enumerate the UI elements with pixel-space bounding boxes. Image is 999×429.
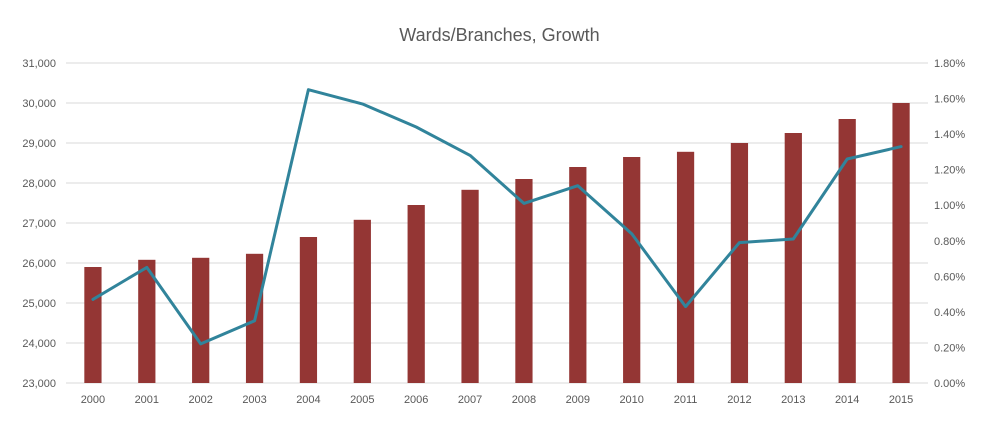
x-tick-label: 2014: [835, 394, 859, 406]
y-right-tick-label: 1.00%: [934, 200, 965, 212]
bar: [892, 103, 910, 383]
y-left-tick-label: 26,000: [22, 258, 56, 270]
bar: [515, 179, 533, 383]
bar: [676, 151, 695, 383]
y-left-tick-label: 24,000: [22, 338, 56, 350]
y-left-tick-label: 29,000: [22, 138, 56, 150]
x-tick-label: 2007: [458, 394, 482, 406]
x-tick-label: 2012: [727, 394, 751, 406]
y-left-tick-label: 30,000: [22, 98, 56, 110]
y-left-tick-label: 31,000: [22, 58, 56, 70]
x-tick-label: 2001: [135, 394, 159, 406]
x-tick-label: 2008: [512, 394, 536, 406]
x-tick-label: 2010: [619, 394, 643, 406]
y-left-tick-label: 27,000: [22, 218, 56, 230]
bar: [784, 133, 802, 383]
y-right-tick-label: 0.00%: [934, 378, 965, 390]
x-tick-label: 2015: [889, 394, 913, 406]
growth-line: [91, 88, 903, 346]
bar: [838, 119, 856, 383]
y-left-tick-label: 28,000: [22, 178, 56, 190]
x-tick-label: 2004: [296, 394, 320, 406]
y-right-tick-label: 1.60%: [934, 94, 965, 106]
x-tick-label: 2013: [781, 394, 805, 406]
bar: [730, 143, 749, 383]
y-right-tick-label: 1.80%: [934, 58, 965, 70]
y-right-tick-label: 1.20%: [934, 165, 965, 177]
bar: [461, 189, 479, 383]
bar: [407, 205, 425, 383]
x-tick-label: 2006: [404, 394, 428, 406]
x-tick-label: 2011: [674, 394, 698, 406]
x-tick-label: 2002: [188, 394, 212, 406]
bar: [192, 257, 210, 383]
chart-title: Wards/Branches, Growth: [399, 25, 600, 45]
y-right-tick-label: 0.80%: [934, 236, 965, 248]
bar: [138, 259, 156, 383]
x-tick-label: 2005: [350, 394, 374, 406]
y-right-tick-label: 0.40%: [934, 307, 965, 319]
x-tick-label: 2000: [81, 394, 105, 406]
y-left-tick-label: 23,000: [22, 378, 56, 390]
bar: [353, 219, 371, 383]
x-tick-label: 2009: [566, 394, 590, 406]
bar: [569, 167, 587, 383]
y-left-tick-label: 25,000: [22, 298, 56, 310]
bar: [623, 157, 641, 383]
y-right-tick-label: 0.20%: [934, 342, 965, 354]
bar: [299, 237, 318, 383]
y-right-tick-label: 1.40%: [934, 129, 965, 141]
x-tick-label: 2003: [242, 394, 266, 406]
bar: [84, 267, 102, 383]
y-right-tick-label: 0.60%: [934, 271, 965, 283]
